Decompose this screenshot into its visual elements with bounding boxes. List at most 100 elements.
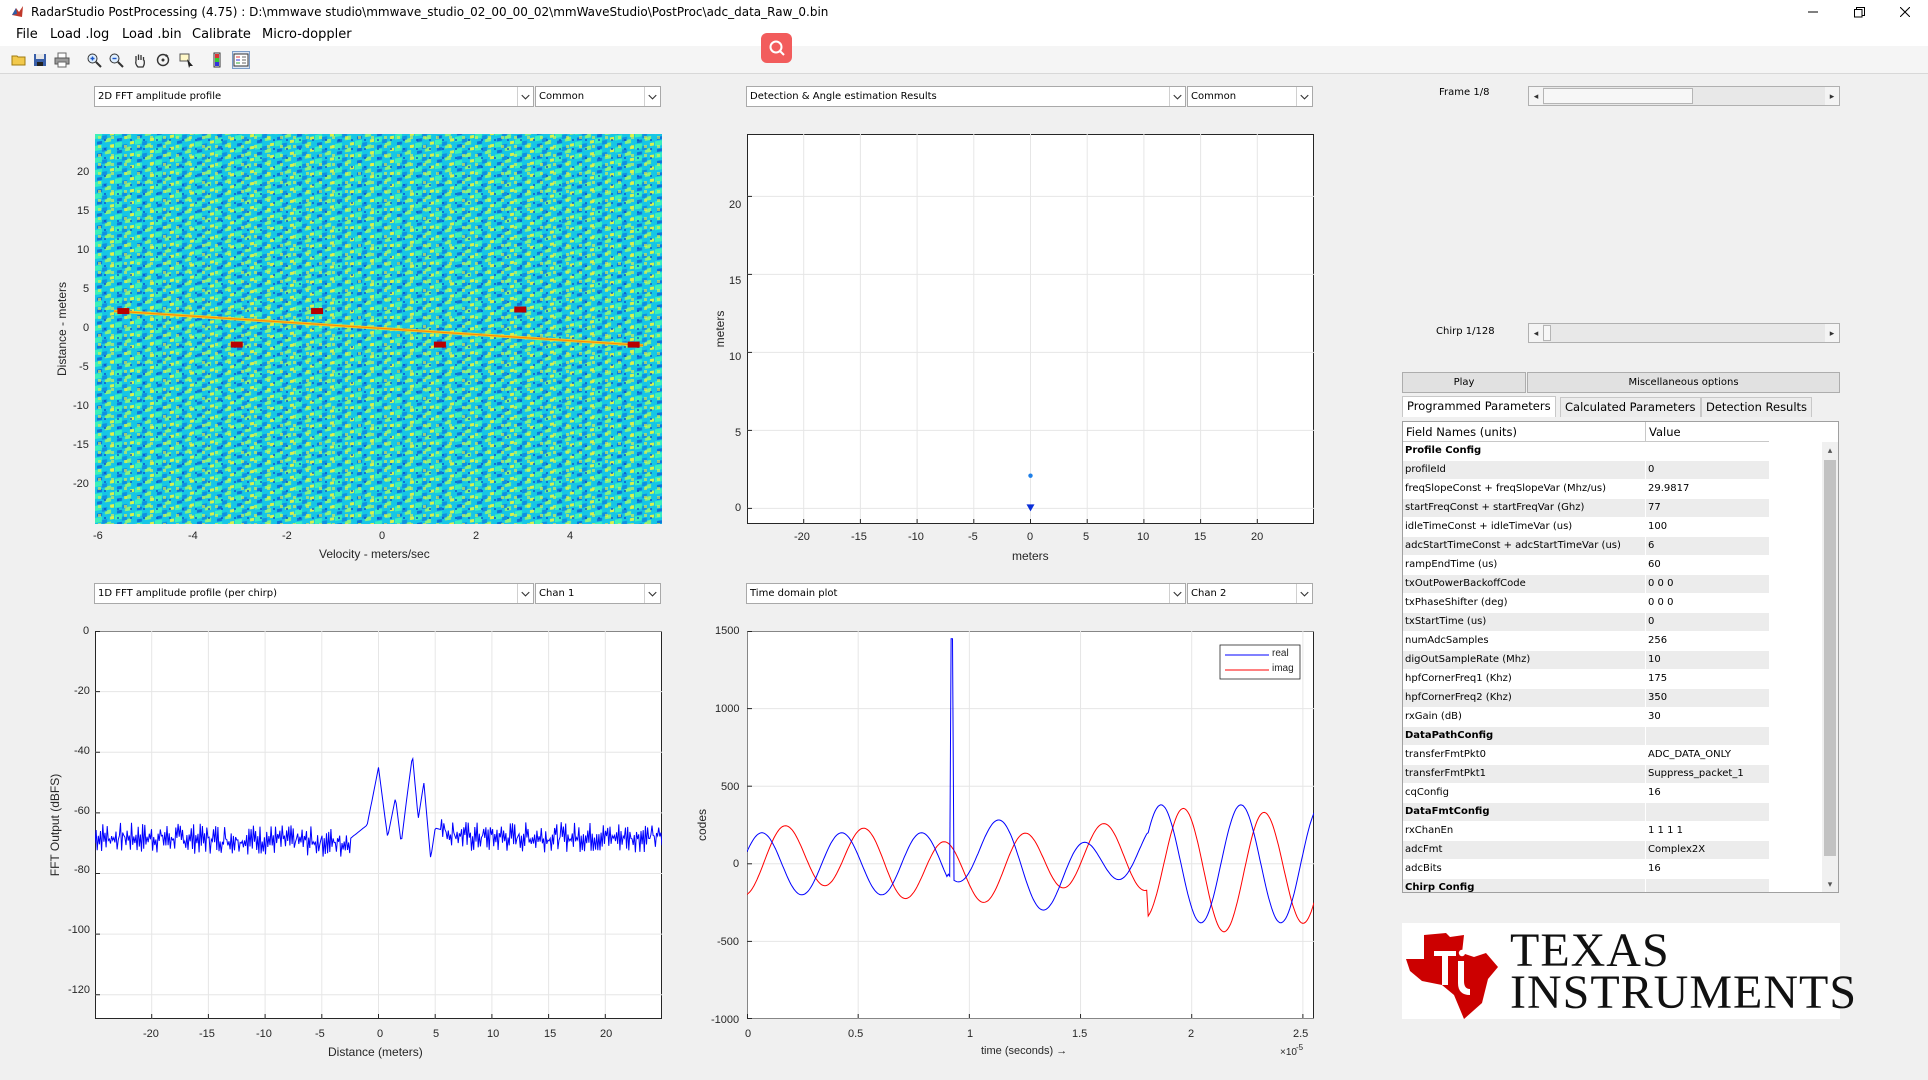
texas-instruments-logo: Texas Instruments — [1402, 923, 1856, 1019]
table-row[interactable]: startFreqConst + startFreqVar (Ghz) 77 — [1403, 499, 1769, 518]
scroll-up-arrow[interactable]: ▴ — [1827, 445, 1833, 455]
restore-button[interactable] — [1836, 0, 1882, 24]
xtick: -5 — [315, 1028, 325, 1040]
misc-options-button[interactable]: Miscellaneous options — [1527, 372, 1840, 393]
menu-calibrate[interactable]: Calibrate — [192, 27, 251, 42]
chirp-slider-right-arrow[interactable]: ▸ — [1825, 324, 1839, 342]
frame-slider-thumb[interactable] — [1543, 88, 1693, 104]
ytick: 20 — [77, 166, 90, 178]
channel-select-top-left[interactable]: Common — [535, 86, 661, 107]
chirp-slider-left-arrow[interactable]: ◂ — [1529, 324, 1543, 342]
legend-icon[interactable] — [232, 51, 250, 69]
save-icon[interactable] — [32, 52, 48, 68]
menu-micro-doppler[interactable]: Micro-doppler — [262, 27, 352, 42]
field-name-cell: freqSlopeConst + freqSlopeVar (Mhz/us) — [1405, 483, 1607, 494]
ytick: 10 — [729, 351, 742, 363]
heatmap-streak-core — [113, 310, 644, 346]
ytick: 5 — [83, 283, 90, 295]
ytick: -15 — [73, 439, 89, 451]
play-button[interactable]: Play — [1402, 372, 1526, 393]
heatmap-canvas[interactable] — [95, 134, 662, 524]
field-name-cell: digOutSampleRate (Mhz) — [1405, 654, 1531, 665]
channel-select-bottom-right[interactable]: Chan 2 — [1187, 583, 1313, 604]
table-row[interactable]: adcStartTimeConst + adcStartTimeVar (us)… — [1403, 537, 1769, 556]
tab-programmed-parameters[interactable]: Programmed Parameters — [1402, 396, 1556, 417]
ti-logo-line2: Instruments — [1510, 966, 1858, 1019]
table-row[interactable]: profileId 0 — [1403, 461, 1769, 480]
field-name-cell: transferFmtPkt1 — [1405, 768, 1487, 779]
print-icon[interactable] — [54, 52, 70, 68]
table-row[interactable]: numAdcSamples 256 — [1403, 632, 1769, 651]
channel-select-bottom-left[interactable]: Chan 1 — [535, 583, 661, 604]
tab-calculated-parameters[interactable]: Calculated Parameters — [1560, 397, 1701, 417]
xtick: -5 — [968, 531, 978, 543]
plot-type-select-top-left[interactable]: 2D FFT amplitude profile — [94, 86, 534, 107]
plot-type-select-bottom-right[interactable]: Time domain plot — [746, 583, 1186, 604]
frame-slider-left-arrow[interactable]: ◂ — [1529, 87, 1543, 105]
ytick: 5 — [735, 427, 742, 439]
table-row[interactable]: transferFmtPkt1 Suppress_packet_1 — [1403, 765, 1769, 784]
table-rows: Profile Config profileId 0 freqSlopeConst +… — [1403, 442, 1769, 892]
table-row[interactable]: DataFmtConfig — [1403, 803, 1769, 822]
pan-hand-icon[interactable] — [132, 52, 148, 68]
fft-axes[interactable] — [95, 631, 662, 1019]
menu-file[interactable]: File — [16, 27, 38, 42]
minimize-button[interactable] — [1790, 0, 1836, 24]
heatmap-peak — [433, 341, 446, 348]
field-value-cell: 16 — [1648, 863, 1661, 874]
channel-select-top-right[interactable]: Common — [1187, 86, 1313, 107]
scatter-axes[interactable] — [747, 134, 1314, 524]
open-file-icon[interactable] — [11, 52, 27, 68]
chirp-slider[interactable]: ◂ ▸ — [1528, 323, 1840, 343]
table-row[interactable]: txPhaseShifter (deg) 0 0 0 — [1403, 594, 1769, 613]
field-value-cell: 0 0 0 — [1648, 578, 1674, 589]
table-row[interactable]: Chirp Config — [1403, 879, 1769, 892]
xtick: 1 — [967, 1028, 974, 1040]
data-cursor-icon[interactable] — [178, 52, 194, 68]
zoom-in-icon[interactable] — [86, 52, 102, 68]
parameters-table[interactable]: Field Names (units) Value Profile Config… — [1402, 421, 1839, 893]
table-row[interactable]: Profile Config — [1403, 442, 1769, 461]
scroll-thumb[interactable] — [1824, 460, 1836, 856]
close-button[interactable] — [1882, 0, 1928, 24]
table-row[interactable]: adcFmt Complex2X — [1403, 841, 1769, 860]
xtick: 10 — [487, 1028, 500, 1040]
xtick: 0 — [745, 1028, 752, 1040]
plot-type-select-top-right[interactable]: Detection & Angle estimation Results — [746, 86, 1186, 107]
table-row[interactable]: txStartTime (us) 0 — [1403, 613, 1769, 632]
field-name-cell: Profile Config — [1405, 445, 1482, 456]
heatmap-peak — [230, 341, 243, 348]
frame-slider[interactable]: ◂ ▸ — [1528, 86, 1840, 106]
scroll-down-arrow[interactable]: ▾ — [1827, 879, 1833, 889]
time-axes[interactable] — [747, 631, 1314, 1019]
colorbar-icon[interactable] — [210, 52, 226, 68]
table-row[interactable]: digOutSampleRate (Mhz) 10 — [1403, 651, 1769, 670]
tab-detection-results[interactable]: Detection Results — [1701, 397, 1813, 417]
table-row[interactable]: DataPathConfig — [1403, 727, 1769, 746]
table-row[interactable]: transferFmtPkt0 ADC_DATA_ONLY — [1403, 746, 1769, 765]
table-row[interactable]: rampEndTime (us) 60 — [1403, 556, 1769, 575]
table-row[interactable]: adcBits 16 — [1403, 860, 1769, 879]
rotate-icon[interactable] — [155, 52, 171, 68]
field-value-cell: 6 — [1648, 540, 1655, 551]
menu-load-log[interactable]: Load .log — [50, 27, 110, 42]
plot-type-select-bottom-left[interactable]: 1D FFT amplitude profile (per chirp) — [94, 583, 534, 604]
xtick: 4 — [567, 530, 574, 542]
zoom-out-icon[interactable] — [108, 52, 124, 68]
table-row[interactable]: rxGain (dB) 30 — [1403, 708, 1769, 727]
table-scrollbar[interactable]: ▴ ▾ — [1822, 442, 1838, 892]
table-row[interactable]: freqSlopeConst + freqSlopeVar (Mhz/us) 29… — [1403, 480, 1769, 499]
table-row[interactable]: cqConfig 16 — [1403, 784, 1769, 803]
table-row[interactable]: idleTimeConst + idleTimeVar (us) 100 — [1403, 518, 1769, 537]
xtick: -15 — [199, 1028, 215, 1040]
legend-real-label: real — [1272, 648, 1289, 659]
table-row[interactable]: hpfCornerFreq1 (Khz) 175 — [1403, 670, 1769, 689]
table-row[interactable]: txOutPowerBackoffCode 0 0 0 — [1403, 575, 1769, 594]
chirp-slider-thumb[interactable] — [1543, 325, 1551, 341]
table-row[interactable]: rxChanEn 1 1 1 1 — [1403, 822, 1769, 841]
field-value-cell: 10 — [1648, 654, 1661, 665]
menu-load-bin[interactable]: Load .bin — [122, 27, 182, 42]
frame-slider-right-arrow[interactable]: ▸ — [1825, 87, 1839, 105]
search-button[interactable] — [761, 33, 792, 63]
table-row[interactable]: hpfCornerFreq2 (Khz) 350 — [1403, 689, 1769, 708]
